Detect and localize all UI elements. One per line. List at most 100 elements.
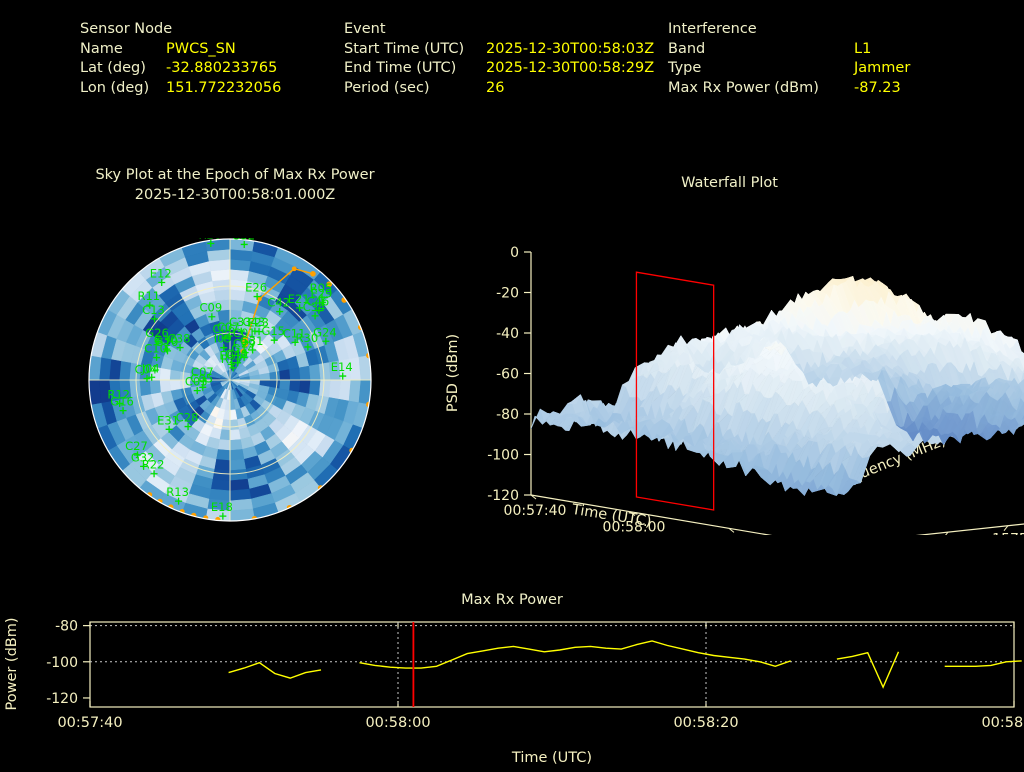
sky-plot-satellite-marker	[148, 373, 156, 381]
interference-type-row: Type Jammer	[668, 59, 910, 79]
sky-plot-satellite-label: G24	[313, 325, 337, 339]
sky-plot-satellite-marker	[176, 344, 184, 352]
sky-plot-satellite-label: C28	[176, 411, 199, 425]
sky-plot-satellite-label: C13	[142, 303, 165, 317]
sky-plot-satellite-label: G14	[231, 341, 255, 355]
waterfall-z-tick-label: -20	[496, 286, 519, 302]
interference-maxpower-label: Max Rx Power (dBm)	[668, 79, 819, 96]
sky-plot-satellite-label: C09	[200, 301, 223, 315]
sky-plot-satellite-label: E29	[310, 286, 332, 300]
sky-plot-satellite-marker	[150, 470, 158, 478]
interference-type-value: Jammer	[854, 60, 911, 76]
sky-plot-satellite-marker	[119, 407, 127, 415]
interference-band-value: L1	[854, 40, 872, 57]
event-start-label: Start Time (UTC)	[344, 40, 465, 57]
event-period-value: 26	[486, 79, 505, 96]
waterfall-time-tick-label: 00:58:00	[603, 520, 666, 535]
sky-plot-satellite-label: C42	[267, 296, 290, 310]
sky-plot-satellite-label: G26	[145, 326, 169, 340]
sky-plot-satellite-label: C43	[243, 315, 266, 329]
sky-plot-satellite-label: R11	[137, 289, 160, 303]
sky-plot-satellite-marker	[165, 425, 173, 433]
sky-plot-satellite-marker	[175, 497, 183, 505]
sky-plot-satellite-label: E14	[331, 360, 353, 374]
sky-plot-satellite-label: E31	[157, 413, 179, 427]
sky-plot-satellite-marker	[270, 336, 278, 344]
sensor-lon-row: Lon (deg) 151.772232056	[80, 79, 281, 99]
waterfall-z-tick-label: -120	[487, 488, 519, 504]
sky-plot-satellite-label: C38	[168, 332, 191, 346]
interference-group-title: Interference	[668, 21, 757, 37]
sky-plot-satellite-label: C27	[125, 439, 148, 453]
sky-plot-satellite-label: C29	[233, 337, 256, 351]
waterfall-frequency-tick-label: 1575	[992, 532, 1024, 535]
sky-plot-satellite-marker	[241, 349, 249, 357]
sky-plot-satellite-label: C11	[283, 326, 306, 340]
sky-plot-satellite-label: R26	[199, 238, 222, 241]
sky-plot-satellite-marker	[315, 307, 323, 315]
waterfall-z-tick-label: 0	[510, 245, 519, 261]
sky-plot-satellite-label: E01	[219, 348, 241, 362]
sky-plot-satellite-marker	[304, 343, 312, 351]
sensor-lon-value: 151.772232056	[166, 79, 282, 96]
sky-plot-satellite-label: R12	[107, 387, 130, 401]
sky-plot-satellite-label: C06	[213, 322, 236, 336]
sensor-node-panel: Sensor Node Name PWCS_SN Lat (deg) -32.8…	[80, 20, 281, 99]
event-end-row: End Time (UTC) 2025-12-30T00:58:29Z	[344, 59, 654, 79]
event-end-label: End Time (UTC)	[344, 60, 457, 76]
waterfall-z-tick-label: -100	[487, 448, 519, 464]
sky-plot-satellite-label: R13	[166, 485, 189, 499]
interference-band-label: Band	[668, 40, 706, 57]
sky-plot-satellite-marker	[291, 338, 299, 346]
event-panel: Event Start Time (UTC) 2025-12-30T00:58:…	[344, 20, 654, 99]
event-start-row: Start Time (UTC) 2025-12-30T00:58:03Z	[344, 40, 654, 60]
sky-plot-satellite-label: E18	[211, 500, 233, 514]
interference-maxpower-value: -87.23	[854, 79, 901, 96]
timeseries-y-tick-label: -80	[55, 619, 78, 635]
sky-plot-satellite-marker	[234, 359, 242, 367]
interference-maxpower-row: Max Rx Power (dBm) -87.23	[668, 79, 901, 99]
sensor-lat-label: Lat (deg)	[80, 60, 146, 76]
sky-plot-title-block: Sky Plot at the Epoch of Max Rx Power 20…	[40, 165, 430, 205]
sky-plot-satellite-marker	[296, 304, 304, 312]
event-period-row: Period (sec) 26	[344, 79, 504, 99]
sky-plot-satellite-label: C46	[307, 295, 330, 309]
sky-plot-satellite-marker	[240, 240, 248, 248]
sky-plot-satellite-marker	[225, 332, 233, 340]
sky-plot-satellite-label: C10	[144, 342, 167, 356]
interference-panel: Interference Band L1 Type Jammer Max Rx …	[668, 20, 910, 99]
waterfall-z-tick-label: -60	[496, 367, 519, 383]
sky-plot-satellite-marker	[253, 293, 261, 301]
sky-plot-satellite-marker	[193, 387, 201, 395]
sensor-lat-value: -32.880233765	[166, 60, 278, 76]
sky-plot-satellite-marker	[208, 313, 216, 321]
timeseries-x-tick-label: 00:58:00	[365, 715, 430, 731]
sky-plot-satellite-marker	[158, 278, 166, 286]
waterfall-title: Waterfall Plot	[681, 175, 778, 191]
sensor-name-value: PWCS_SN	[166, 40, 236, 57]
timeseries-y-tick-label: -100	[46, 655, 78, 671]
sky-plot-satellite-label: G16	[110, 395, 134, 409]
sky-plot-satellite-label: C04	[135, 363, 158, 377]
interference-band-row: Band L1	[668, 40, 871, 60]
sky-plot-satellite-label: G15	[261, 324, 285, 338]
sky-plot-subtitle: 2025-12-30T00:58:01.000Z	[134, 187, 336, 203]
sky-plot-satellite-marker	[276, 308, 284, 316]
waterfall-z-tick-label: -80	[496, 407, 519, 423]
sensor-node-group-title: Sensor Node	[80, 21, 173, 37]
sky-plot-satellite-marker	[153, 354, 161, 362]
event-end-value: 2025-12-30T00:58:29Z	[486, 60, 655, 76]
sky-plot-satellite-label: G30	[154, 333, 178, 347]
timeseries-data-line	[228, 661, 322, 679]
event-period-label: Period (sec)	[344, 79, 430, 96]
sky-plot-satellite-label: J04	[141, 361, 160, 375]
sky-plot-satellite-label: C07	[191, 365, 214, 379]
sky-plot-satellite-marker	[184, 423, 192, 431]
timeseries-x-axis-label: Time (UTC)	[511, 750, 592, 766]
sky-plot-satellite-marker	[219, 512, 227, 520]
event-header: Sensor Node Name PWCS_SN Lat (deg) -32.8…	[0, 0, 1024, 110]
timeseries-x-tick-label: 00:58:40	[981, 715, 1024, 731]
sky-plot-satellite-marker	[133, 451, 141, 459]
sky-plot-satellite-label: R30	[296, 331, 319, 345]
